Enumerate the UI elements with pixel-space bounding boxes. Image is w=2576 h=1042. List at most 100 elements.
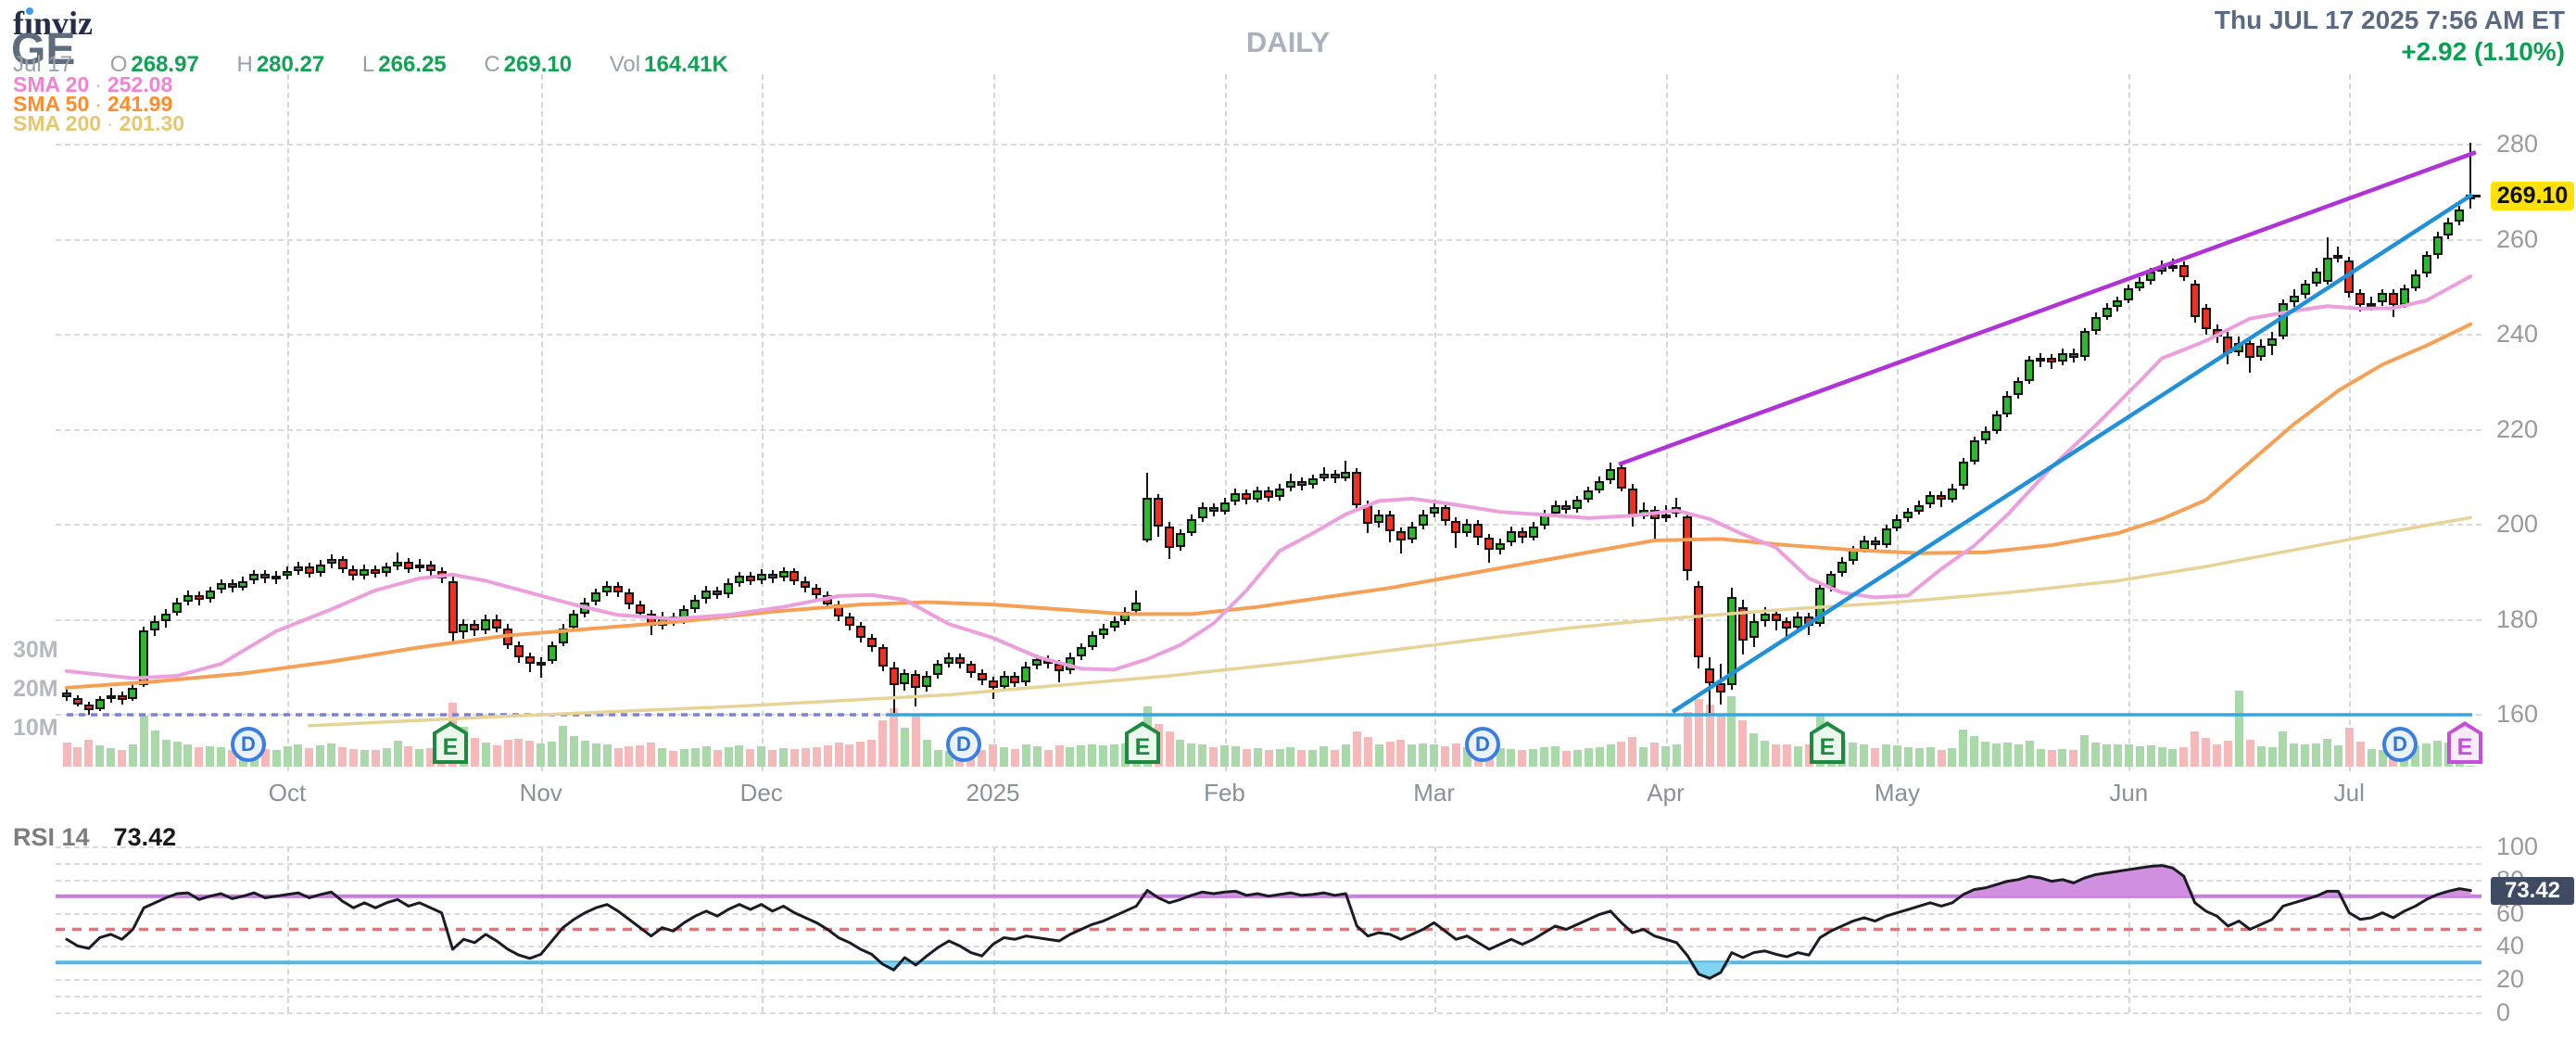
rsi-gridline: [56, 996, 2481, 998]
earnings-badge[interactable]: E: [1125, 721, 1160, 764]
candle: [1584, 490, 1594, 500]
volume-bar: [2433, 741, 2442, 767]
rsi-value-badge: 73.42: [2491, 877, 2574, 905]
volume-bar: [625, 746, 634, 767]
volume-bar: [1297, 750, 1307, 767]
candle: [1606, 469, 1615, 481]
candle: [1341, 471, 1351, 478]
volume-bar: [2058, 748, 2067, 767]
volume-bar: [2223, 741, 2232, 767]
volume-bar: [602, 744, 612, 767]
volume-bar: [1066, 747, 1075, 767]
candle: [1418, 514, 1428, 527]
volume-bar: [1374, 744, 1383, 767]
volume-tick-label: 10M: [13, 715, 58, 741]
volume-bar: [2135, 746, 2144, 767]
candle: [1374, 514, 1384, 524]
volume-bar: [393, 741, 402, 767]
candle: [1892, 518, 1902, 528]
candle: [1991, 414, 2001, 431]
candle: [1649, 509, 1660, 519]
candle: [249, 573, 259, 580]
candle: [2267, 338, 2277, 346]
dividend-badge[interactable]: D: [2382, 727, 2418, 762]
volume-bar: [1077, 745, 1086, 767]
month-gridline: [761, 74, 764, 771]
candle: [2256, 345, 2267, 358]
candle: [2190, 284, 2200, 318]
volume-bar: [1099, 745, 1108, 767]
volume-bar: [2025, 741, 2034, 767]
volume-bar: [878, 719, 888, 767]
volume-bar: [1738, 719, 1748, 767]
month-gridline: [1897, 74, 1900, 771]
volume-bar: [2323, 738, 2331, 767]
volume-bar: [2202, 737, 2211, 767]
candle: [337, 559, 347, 569]
candle: [536, 661, 546, 666]
volume-bar: [2157, 747, 2166, 767]
ohlc-row: Jul 17 O 268.97 H 280.27 L 266.25 C 269.10 V…: [13, 52, 728, 78]
volume-bar: [1937, 749, 1946, 767]
volume-bar: [470, 737, 479, 767]
candle: [878, 647, 888, 667]
candle: [448, 580, 458, 633]
dividend-badge[interactable]: D: [1465, 727, 1500, 762]
volume-bar: [404, 746, 413, 767]
dividend-badge[interactable]: D: [231, 727, 266, 762]
earnings-badge[interactable]: E: [433, 721, 468, 764]
candle: [1186, 518, 1196, 533]
candle: [1319, 474, 1329, 478]
candle: [2157, 267, 2166, 272]
candle: [580, 602, 590, 614]
volume-bar: [690, 747, 700, 767]
candle: [1881, 528, 1891, 545]
candle: [624, 592, 634, 605]
rsi-tick-label: 40: [2496, 932, 2525, 960]
volume-bar: [305, 747, 314, 767]
volume-bar: [2355, 742, 2365, 767]
candle: [72, 697, 82, 705]
volume-bar: [1462, 747, 1471, 767]
candle: [436, 571, 447, 578]
finviz-logo[interactable]: fı nviz: [13, 5, 94, 42]
candle-wick: [1709, 656, 1711, 713]
volume-bar: [944, 751, 953, 767]
candle: [481, 618, 491, 630]
volume-bar: [1749, 732, 1759, 767]
earnings-upcoming-badge[interactable]: E: [2447, 721, 2482, 764]
candle: [216, 583, 226, 591]
volume-bar: [1231, 746, 1240, 767]
month-gridline: [1433, 74, 1436, 771]
volume-bar: [1396, 740, 1406, 767]
volume-bar: [1882, 744, 1890, 767]
candle: [1782, 621, 1792, 629]
candle: [2344, 260, 2355, 294]
candle: [988, 680, 998, 688]
volume-bar: [801, 747, 810, 767]
candle: [1462, 524, 1472, 533]
candle: [1694, 585, 1704, 657]
candle: [470, 623, 480, 631]
open-value: 268.97: [131, 52, 199, 77]
candle: [866, 638, 877, 648]
candle: [2057, 352, 2067, 362]
dividend-badge[interactable]: D: [946, 727, 981, 762]
volume-bar: [1220, 745, 1229, 767]
candle: [139, 630, 149, 686]
candle: [1395, 530, 1406, 540]
earnings-badge[interactable]: E: [1810, 721, 1845, 764]
sma20-legend: SMA 20 · 252.08: [13, 72, 173, 96]
high-value: 280.27: [256, 52, 325, 77]
volume-bar: [2312, 743, 2321, 767]
candle: [1826, 573, 1836, 588]
candle: [734, 576, 744, 583]
candle: [1087, 635, 1097, 647]
volume-bar: [1264, 750, 1273, 767]
candle: [2421, 255, 2431, 274]
candle: [1253, 490, 1263, 500]
candle: [602, 585, 612, 592]
volume-bar: [1903, 747, 1913, 767]
candle: [1165, 526, 1174, 548]
volume-bar: [1187, 743, 1196, 767]
